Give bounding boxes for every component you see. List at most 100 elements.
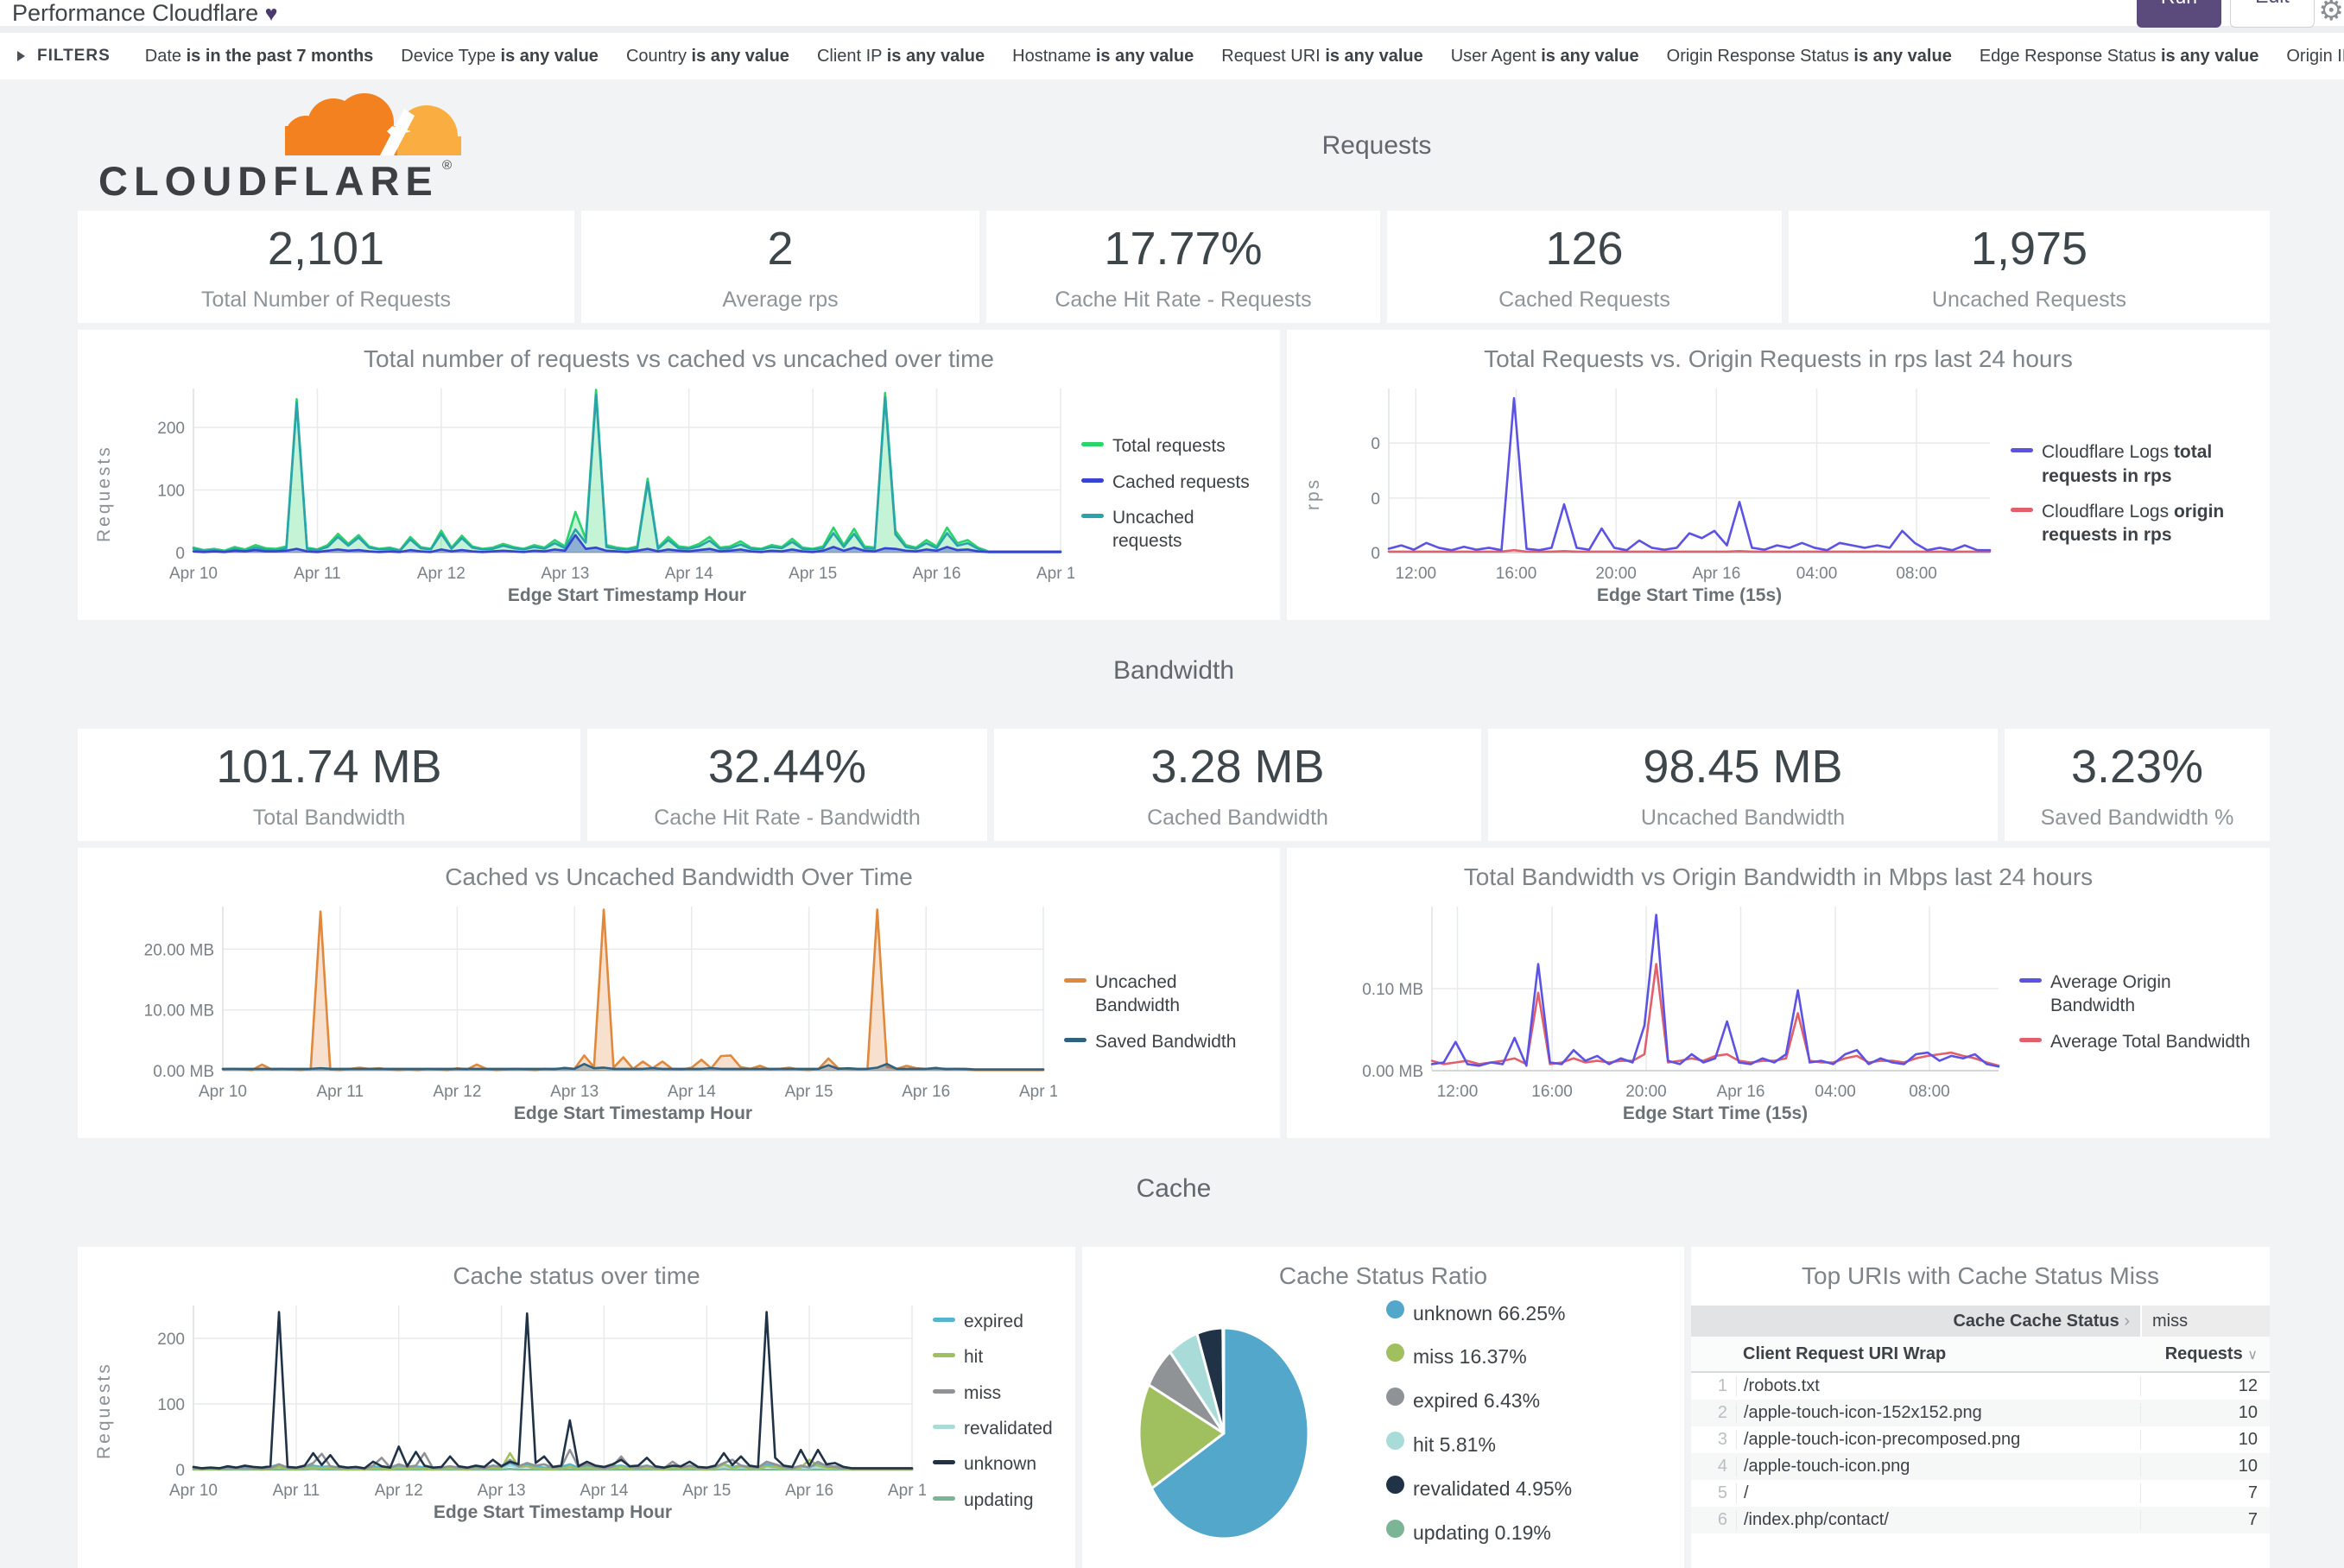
kpi-tile[interactable]: 2,101 Total Number of Requests: [78, 211, 574, 323]
filter-item[interactable]: Edge Response Status is any value: [1979, 46, 2259, 66]
cache-status-plot[interactable]: Apr 10 Apr 11 Apr 12 Apr 13 Apr 14 Apr 15 Apr …: [119, 1293, 926, 1528]
svg-text:Apr 13: Apr 13: [478, 1482, 526, 1500]
kpi-tile[interactable]: 32.44% Cache Hit Rate - Bandwidth: [587, 729, 987, 841]
uri-cell[interactable]: /: [1736, 1483, 2140, 1503]
svg-text:16:00: 16:00: [1531, 1083, 1573, 1101]
svg-text:Apr 15: Apr 15: [682, 1482, 731, 1500]
legend-label: miss: [964, 1382, 1002, 1403]
table-row[interactable]: 4/apple-touch-icon.png 10: [1691, 1453, 2270, 1480]
legend-item[interactable]: miss: [933, 1381, 1061, 1405]
table-row[interactable]: 6/index.php/contact/7: [1691, 1507, 2270, 1533]
filter-item[interactable]: Origin IP is any value: [2286, 46, 2344, 66]
chart-tile-requests-over-time: Total number of requests vs cached vs un…: [78, 330, 1280, 620]
uri-cell[interactable]: /index.php/contact/: [1736, 1510, 2140, 1530]
svg-text:100: 100: [157, 482, 185, 500]
uri-column-header[interactable]: Client Request URI Wrap: [1743, 1344, 1947, 1363]
legend-item[interactable]: Uncached requests: [1081, 506, 1266, 553]
cache-ratio-pie[interactable]: [1094, 1306, 1379, 1540]
legend-item[interactable]: unknown 66.25%: [1386, 1298, 1649, 1330]
legend-marker-icon: [933, 1388, 955, 1394]
table-row[interactable]: 3/apple-touch-icon-precomposed.png 10: [1691, 1426, 2270, 1453]
legend-item[interactable]: revalidated 4.95%: [1386, 1473, 1649, 1505]
legend-item[interactable]: Uncached Bandwidth: [1064, 971, 1266, 1018]
legend-item[interactable]: miss 16.37%: [1386, 1341, 1649, 1373]
legend-item[interactable]: hit: [933, 1345, 1061, 1369]
cache-row: Cache status over time Requests Apr 10 Ap…: [78, 1247, 2270, 1568]
kpi-value: 17.77%: [1104, 222, 1263, 275]
edit-button[interactable]: Edit: [2230, 0, 2315, 28]
svg-text:Apr 12: Apr 12: [417, 565, 466, 583]
legend-item[interactable]: Cached requests: [1081, 471, 1266, 494]
legend-item[interactable]: expired: [933, 1310, 1061, 1333]
kpi-label: Total Number of Requests: [200, 287, 452, 312]
legend-item[interactable]: updating: [933, 1489, 1061, 1512]
kpi-label: Uncached Requests: [1931, 287, 2127, 312]
dashboard-body: CLOUDFLARE ® Requests 2,101 Total Number …: [0, 79, 2344, 1568]
legend-item[interactable]: Cloudflare Logs origin requests in rps: [2011, 500, 2256, 547]
legend-item[interactable]: Saved Bandwidth: [1064, 1030, 1266, 1053]
legend-item[interactable]: Average Origin Bandwidth: [2019, 971, 2256, 1018]
legend-label: hit 5.81%: [1413, 1433, 1496, 1456]
filter-item[interactable]: Request URI is any value: [1221, 46, 1423, 66]
requests-sort-header[interactable]: Requests ∨: [2164, 1344, 2258, 1363]
filters-label: FILTERS: [37, 47, 111, 65]
legend-label: Average Total Bandwidth: [2050, 1031, 2251, 1052]
legend-item[interactable]: unknown: [933, 1452, 1061, 1476]
legend-item[interactable]: hit 5.81%: [1386, 1429, 1649, 1461]
svg-text:200: 200: [157, 1331, 185, 1349]
legend-marker-icon: [1386, 1344, 1404, 1363]
row-index: 3: [1717, 1430, 1727, 1449]
svg-text:Apr 10: Apr 10: [169, 565, 218, 583]
legend-label: Cloudflare Logs total requests in rps: [2042, 442, 2213, 486]
filter-item[interactable]: Hostname is any value: [1012, 46, 1194, 66]
filters-expand-arrow-icon[interactable]: [17, 51, 25, 61]
table-row[interactable]: 5 /7: [1691, 1480, 2270, 1507]
filter-item[interactable]: Country is any value: [625, 46, 789, 66]
filter-item[interactable]: Origin Response Status is any value: [1666, 46, 1952, 66]
kpi-tile[interactable]: 101.74 MB Total Bandwidth: [78, 729, 580, 841]
kpi-tile[interactable]: 3.28 MB Cached Bandwidth: [994, 729, 1481, 841]
bandwidth-24h-plot[interactable]: 12:00 16:00 20:00 Apr 16 04:00 08:00 0.00 MB 0.…: [1328, 895, 2012, 1129]
gear-icon[interactable]: ⚙: [2318, 0, 2344, 26]
kpi-value: 2,101: [267, 222, 385, 275]
requests-over-time-plot[interactable]: Apr 10 Apr 11 Apr 12 Apr 13 Apr 14 Apr 15 Apr …: [119, 376, 1074, 611]
kpi-tile[interactable]: 3.23% Saved Bandwidth %: [2005, 729, 2270, 841]
kpi-tile[interactable]: 17.77% Cache Hit Rate - Requests: [986, 211, 1380, 323]
legend-item[interactable]: Average Total Bandwidth: [2019, 1030, 2256, 1053]
filter-item[interactable]: Date is in the past 7 months: [144, 46, 374, 66]
svg-text:Apr 14: Apr 14: [580, 1482, 628, 1500]
filter-item[interactable]: Device Type is any value: [401, 46, 599, 66]
table-row[interactable]: 1/robots.txt 12: [1691, 1373, 2270, 1400]
legend-item[interactable]: Total requests: [1081, 434, 1266, 458]
legend-marker-icon: [2011, 448, 2033, 453]
kpi-tile[interactable]: 2 Average rps: [581, 211, 979, 323]
kpi-value: 126: [1545, 222, 1624, 275]
uri-cell[interactable]: /apple-touch-icon-152x152.png: [1736, 1403, 2140, 1423]
svg-text:20:00: 20:00: [1625, 1083, 1667, 1101]
table-row[interactable]: 2/apple-touch-icon-152x152.png 10: [1691, 1400, 2270, 1426]
filter-item[interactable]: Client IP is any value: [816, 46, 985, 66]
pie-slice-miss[interactable]: [1137, 1383, 1226, 1490]
pie-slice-updating[interactable]: [1221, 1326, 1226, 1435]
run-button[interactable]: Run: [2137, 0, 2221, 28]
uri-cell[interactable]: /robots.txt: [1736, 1376, 2140, 1396]
kpi-tile[interactable]: 98.45 MB Uncached Bandwidth: [1488, 729, 1998, 841]
kpi-tile[interactable]: 126 Cached Requests: [1387, 211, 1782, 323]
legend-item[interactable]: updating 0.19%: [1386, 1517, 1649, 1549]
pivot-field-label[interactable]: Cache Cache Status ›: [1953, 1311, 2130, 1331]
uri-cell[interactable]: /apple-touch-icon-precomposed.png: [1736, 1430, 2140, 1450]
legend-item[interactable]: expired 6.43%: [1386, 1385, 1649, 1417]
bandwidth-over-time-plot[interactable]: Apr 10 Apr 11 Apr 12 Apr 13 Apr 14 Apr 15 Apr …: [119, 895, 1057, 1129]
filter-item[interactable]: User Agent is any value: [1450, 46, 1639, 66]
uri-cell[interactable]: /apple-touch-icon.png: [1736, 1457, 2140, 1476]
kpi-tile[interactable]: 1,975 Uncached Requests: [1789, 211, 2270, 323]
requests-cell: 12: [2140, 1376, 2270, 1396]
chart-title: Cache Status Ratio: [1278, 1262, 1488, 1289]
svg-text:04:00: 04:00: [1796, 565, 1838, 583]
kpi-value: 1,975: [1970, 222, 2088, 275]
svg-text:Apr 15: Apr 15: [789, 565, 837, 583]
chart-title: Total Requests vs. Origin Requests in rp…: [1484, 345, 2073, 372]
legend-item[interactable]: Cloudflare Logs total requests in rps: [2011, 440, 2256, 488]
rps-24h-plot[interactable]: 12:00 16:00 20:00 Apr 16 04:00 08:00 0 0 0 Edge S…: [1328, 376, 2004, 611]
legend-item[interactable]: revalidated: [933, 1417, 1061, 1440]
